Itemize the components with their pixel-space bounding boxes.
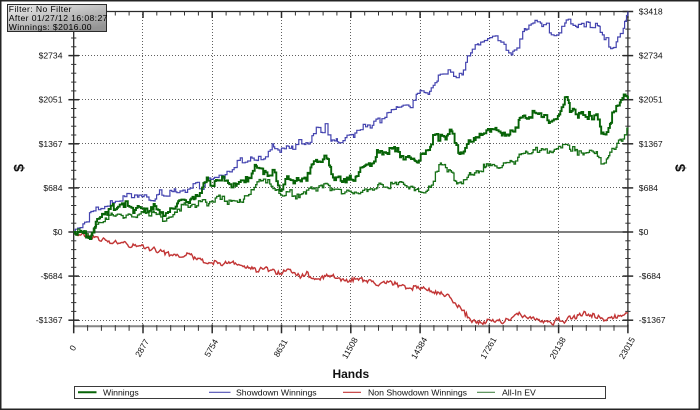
svg-text:$0: $0 — [53, 227, 63, 237]
svg-text:$1367: $1367 — [639, 139, 663, 149]
svg-text:After 01/27/12 16:08:27: After 01/27/12 16:08:27 — [9, 13, 108, 23]
svg-text:-$1367: -$1367 — [639, 315, 666, 325]
svg-text:$: $ — [672, 164, 688, 172]
svg-text:Winnings: Winnings — [103, 387, 139, 397]
svg-text:$2051: $2051 — [639, 95, 663, 105]
svg-text:Showdown Winnings: Showdown Winnings — [236, 387, 317, 397]
svg-text:Non Showdown Winnings: Non Showdown Winnings — [368, 387, 468, 397]
svg-text:$2734: $2734 — [639, 51, 663, 61]
svg-text:$1367: $1367 — [39, 139, 63, 149]
svg-text:$2734: $2734 — [39, 51, 63, 61]
svg-text:$: $ — [11, 164, 27, 172]
svg-text:$0: $0 — [639, 227, 649, 237]
svg-text:0: 0 — [67, 343, 78, 352]
svg-text:-$684: -$684 — [41, 271, 63, 281]
svg-text:Filter: No Filter: Filter: No Filter — [9, 4, 72, 14]
svg-text:$684: $684 — [43, 183, 62, 193]
svg-text:$3418: $3418 — [639, 7, 663, 17]
svg-text:All-In EV: All-In EV — [502, 387, 536, 397]
svg-text:-$1367: -$1367 — [36, 315, 63, 325]
svg-text:Winnings: $2016.00: Winnings: $2016.00 — [9, 22, 92, 32]
svg-text:$684: $684 — [639, 183, 658, 193]
svg-text:Hands: Hands — [332, 367, 369, 381]
svg-text:-$684: -$684 — [639, 271, 661, 281]
svg-text:$2051: $2051 — [39, 95, 63, 105]
